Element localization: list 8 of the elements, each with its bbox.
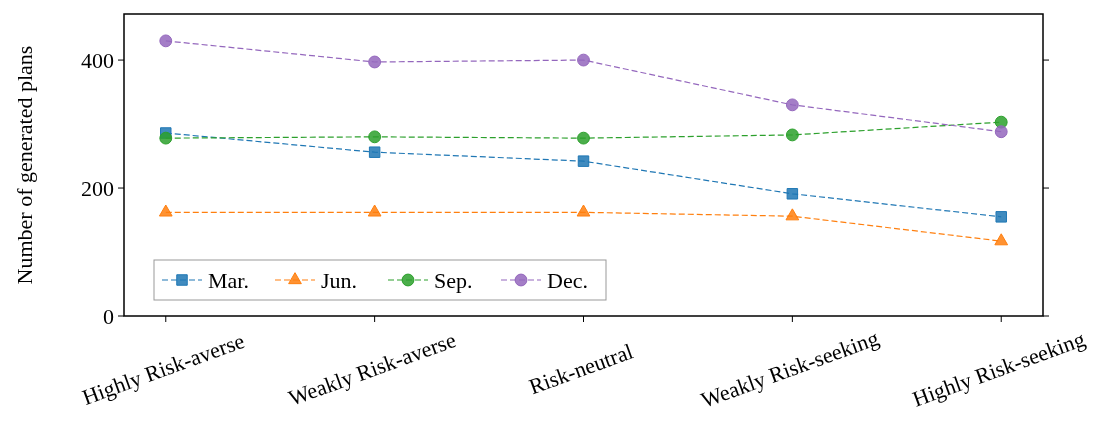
y-axis-title: Number of generated plans <box>12 45 37 285</box>
y-tick-label: 0 <box>103 303 114 329</box>
legend-label: Dec. <box>547 267 588 293</box>
y-tick-label: 400 <box>81 47 114 73</box>
legend-label: Mar. <box>208 267 249 293</box>
legend-label: Sep. <box>434 267 473 293</box>
y-tick-label: 200 <box>81 175 114 201</box>
legend-label: Jun. <box>321 267 358 293</box>
